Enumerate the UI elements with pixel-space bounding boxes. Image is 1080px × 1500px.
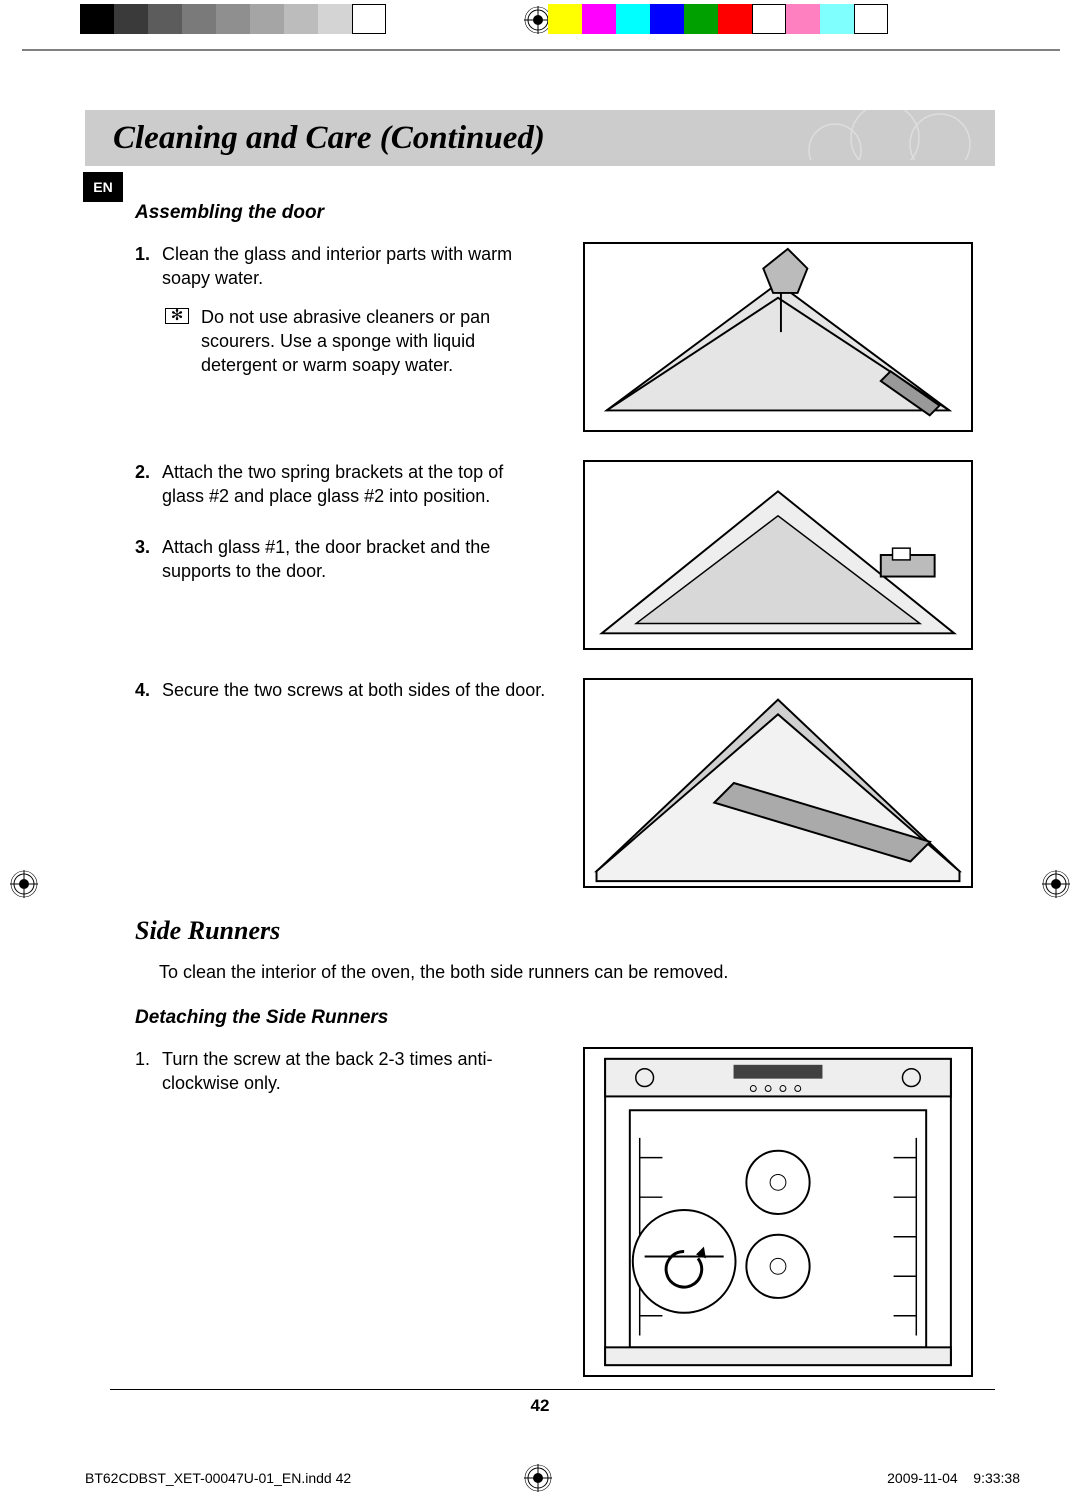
imprint-time: 9:33:38 [973, 1470, 1020, 1486]
step-text: 2. Attach the two spring brackets at the… [135, 460, 555, 583]
language-tab: EN [83, 172, 123, 202]
section-intro: To clean the interior of the oven, the b… [135, 962, 991, 983]
step-body: Clean the glass and interior parts with … [162, 242, 550, 291]
step-number: 1. [135, 1047, 157, 1071]
step-text: 1. Clean the glass and interior parts wi… [135, 242, 555, 377]
imprint-file: BT62CDBST_XET-00047U-01_EN.indd 42 [85, 1470, 351, 1486]
step-row: 4. Secure the two screws at both sides o… [135, 678, 991, 888]
registration-mark-right [1042, 870, 1070, 898]
title-decoration [685, 110, 985, 160]
figure-oven-interior [583, 1047, 973, 1377]
step-number: 1. [135, 242, 157, 266]
note-text: Do not use abrasive cleaners or pan scou… [201, 305, 555, 378]
subhead-assembling: Assembling the door [135, 202, 991, 224]
figure-door-bracket [583, 460, 973, 650]
page-title: Cleaning and Care (Continued) [113, 120, 545, 157]
footer-rule [110, 1389, 995, 1390]
section-title-bar: Cleaning and Care (Continued) [85, 110, 995, 166]
step-number: 2. [135, 460, 157, 484]
page-body: EN Cleaning and Care (Continued) Assembl… [85, 110, 995, 1377]
step-row: 2. Attach the two spring brackets at the… [135, 460, 991, 650]
step-text: 1. Turn the screw at the back 2-3 times … [135, 1047, 555, 1096]
step-body: Attach glass #1, the door bracket and th… [162, 535, 550, 584]
step-body: Turn the screw at the back 2-3 times ant… [162, 1047, 550, 1096]
step-number: 3. [135, 535, 157, 559]
subhead-detaching: Detaching the Side Runners [135, 1007, 991, 1029]
step-number: 4. [135, 678, 157, 702]
imprint-line: BT62CDBST_XET-00047U-01_EN.indd 42 2009-… [85, 1470, 1020, 1486]
step-body: Secure the two screws at both sides of t… [162, 678, 550, 702]
figure-door-hinge [583, 242, 973, 432]
step-body: Attach the two spring brackets at the to… [162, 460, 550, 509]
step-note: ✻ Do not use abrasive cleaners or pan sc… [135, 305, 555, 378]
step-row: 1. Clean the glass and interior parts wi… [135, 242, 991, 432]
note-icon: ✻ [165, 308, 189, 324]
page-number: 42 [0, 1396, 1080, 1416]
registration-mark-left [10, 870, 38, 898]
section-heading-side-runners: Side Runners [135, 916, 991, 946]
figure-door-secured [583, 678, 973, 888]
content-area: Assembling the door 1. Clean the glass a… [85, 202, 995, 1377]
imprint-date: 2009-11-04 [887, 1470, 958, 1486]
crop-line-top [0, 0, 1080, 60]
step-row: 1. Turn the screw at the back 2-3 times … [135, 1047, 991, 1377]
step-text: 4. Secure the two screws at both sides o… [135, 678, 555, 702]
